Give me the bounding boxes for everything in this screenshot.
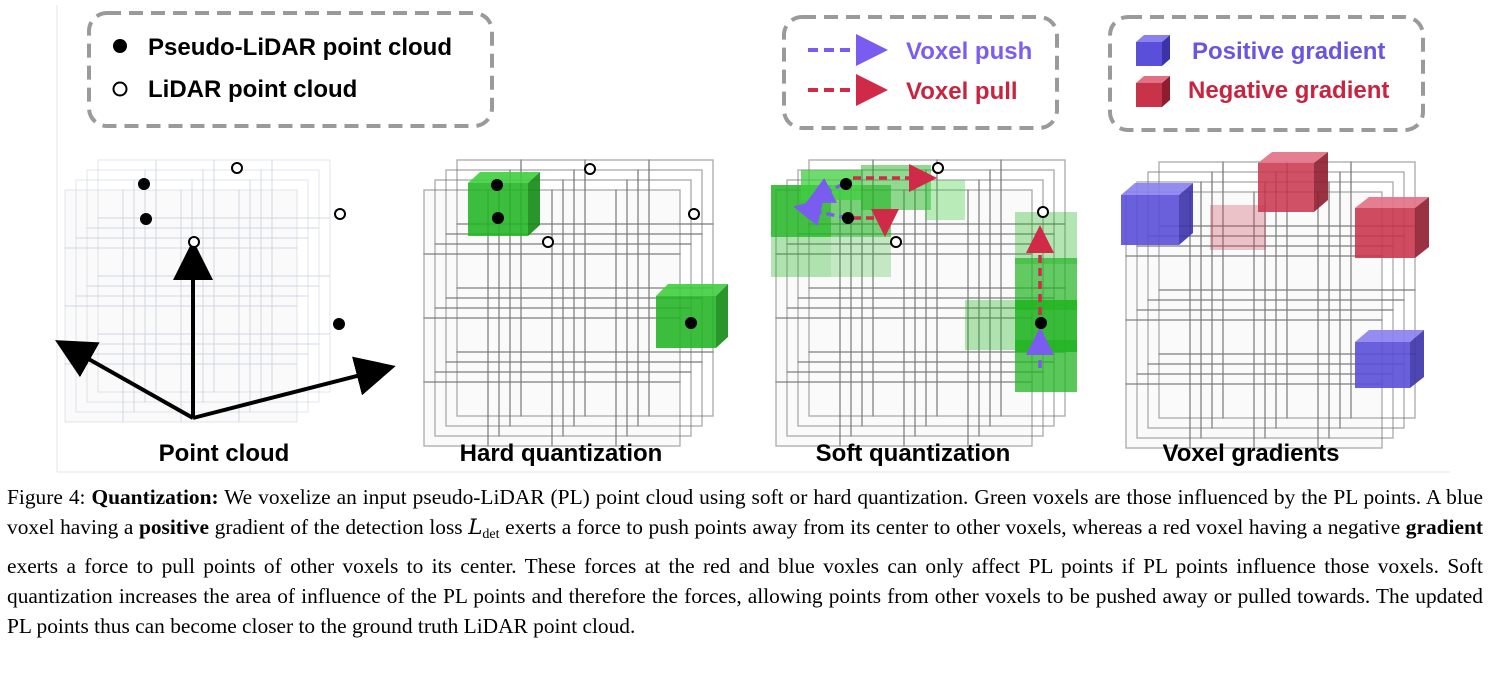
pseudo-lidar-point [491,179,503,191]
lidar-point [188,236,200,248]
voxel-cell [967,381,1033,447]
caption-figure-label: Figure 4: [7,485,86,509]
panel-point-cloud: Point cloud [55,159,396,467]
negative-gradient-voxel-faint [1210,205,1266,250]
voxel-cell [626,371,692,437]
lidar-point [1037,206,1049,218]
pseudo-lidar-point [842,212,854,224]
caption-bold-gradient: gradient [1405,515,1484,540]
lidar-point [932,162,944,174]
panel-title-voxel-gradients: Voxel gradients [1163,440,1340,467]
pseudo-lidar-marker-icon [113,39,127,53]
negative-gradient-voxel [1258,152,1328,212]
panel-title-point-cloud: Point cloud [159,440,290,467]
lidar-point [584,163,596,175]
legend-voxel-push-label: Voxel push [906,38,1032,65]
faint-voxel-grid [64,159,331,423]
negative-cube-icon [1136,76,1170,107]
figure-caption: Figure 4: Quantization: We voxelize an i… [7,482,1483,641]
legend-voxel-pull-label: Voxel pull [906,78,1018,105]
lidar-marker-icon [112,81,128,97]
green-voxel [656,284,728,348]
panel-title-soft-quantization: Soft quantization [816,440,1011,467]
caption-bold-positive: positive [138,515,210,540]
loss-subscript: det [482,527,500,543]
lidar-point [231,162,243,174]
panel-soft-quantization: Soft quantization [771,159,1077,467]
caption-title: Quantization: [91,485,219,509]
voxel-grid [775,159,1066,447]
negative-gradient-voxel [1355,197,1429,258]
legend-forces: Voxel push Voxel pull [782,15,1059,130]
lidar-point [542,236,554,248]
legend-positive-gradient-label: Positive gradient [1192,38,1385,65]
voxel-cell [637,361,703,427]
push-arrow [793,198,848,227]
voxel-cell [1317,383,1383,449]
panel-voxel-gradients: Voxel gradients [1121,152,1429,467]
positive-cube-icon [1136,35,1170,66]
voxel-cell [648,351,714,417]
pseudo-lidar-point [840,178,852,190]
axis-right [192,356,396,420]
pseudo-lidar-point [1035,317,1047,329]
panel-title-hard-quantization: Hard quantization [460,440,663,467]
legend-negative-gradient-label: Negative gradient [1188,77,1389,104]
legend-pseudo-lidar-label: Pseudo-LiDAR point cloud [148,34,452,61]
push-arrow [805,177,844,204]
panel-hard-quantization: Hard quantization [423,159,728,467]
voxel-cell [978,371,1044,437]
caption-text: exerts a force to push points away from … [499,515,1406,540]
legend-points: Pseudo-LiDAR point cloud LiDAR point clo… [87,11,494,128]
positive-gradient-voxel [1121,183,1193,245]
caption-text: We voxelize an input pseudo-LiDAR (PL) p… [7,485,1483,540]
legend-gradients: Positive gradient Negative gradient [1108,15,1425,132]
figure-4: Pseudo-LiDAR point cloud LiDAR point clo… [55,5,1450,473]
axis-left [55,340,194,420]
voxel-grid [423,159,714,447]
legend-lidar-label: LiDAR point cloud [148,76,357,103]
loss-symbol: L [468,515,483,541]
pseudo-lidar-point [138,178,150,190]
pseudo-lidar-point [140,213,152,225]
voxel-cell [260,343,320,403]
pseudo-lidar-point [685,317,697,329]
voxel-cell [615,381,681,447]
grid-front-face [424,190,680,446]
grid-front-face [65,190,297,422]
lidar-point [890,236,902,248]
pseudo-lidar-point [333,318,345,330]
pull-arrow [853,209,899,237]
caption-text: gradient of the detection loss [209,515,469,540]
voxel-cell [249,353,309,413]
pseudo-lidar-point [492,212,504,224]
green-voxel [468,172,540,236]
lidar-point [334,208,346,220]
lidar-point [688,208,700,220]
positive-gradient-voxel [1355,330,1424,388]
caption-text: exerts a force to pull points of other v… [7,553,1483,639]
